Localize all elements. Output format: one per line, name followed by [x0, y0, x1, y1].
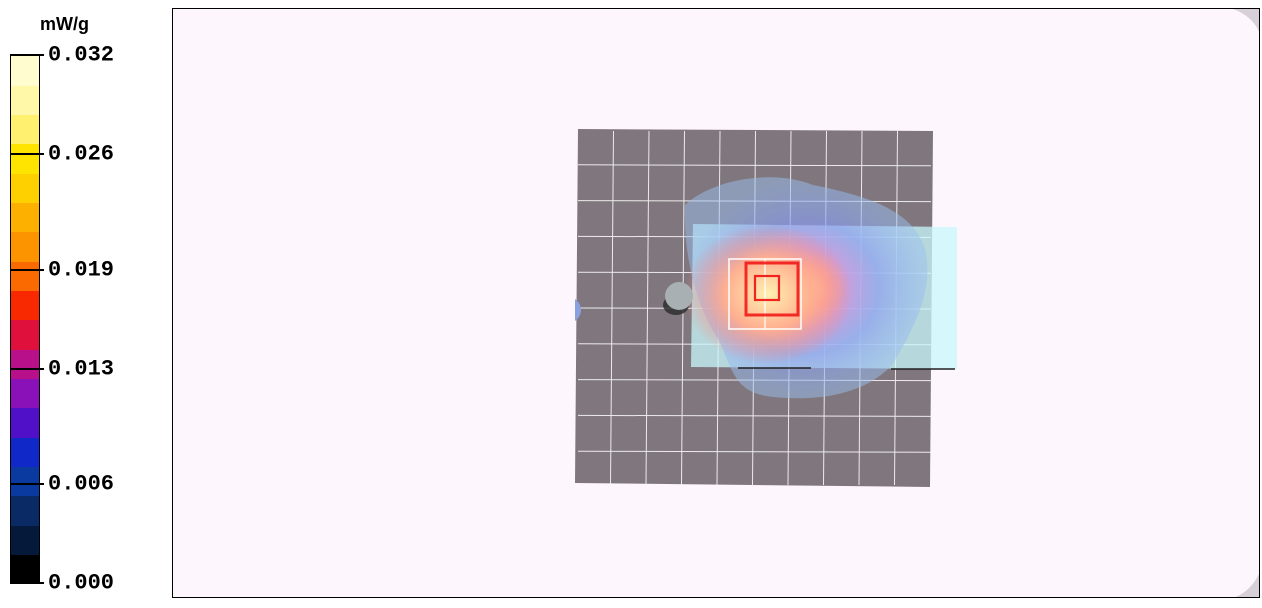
colorbar-band: [11, 378, 39, 409]
colorbar-band: [11, 496, 39, 526]
colorbar-tick-label: 0.019: [48, 257, 115, 282]
colorbar-tick-label: 0.013: [48, 356, 115, 381]
colorbar-tick-mark: [10, 268, 44, 271]
frame-corner-shade-top: [1233, 9, 1259, 32]
colorbar-tick-label: 0.006: [48, 471, 115, 497]
colorbar-band: [11, 349, 39, 380]
colorbar-band: [11, 144, 39, 174]
sar-hotspot-glow: [683, 224, 853, 364]
unit-label: mW/g: [40, 14, 89, 34]
colorbar-tick-mark: [10, 54, 44, 56]
colorbar-band: [11, 320, 39, 350]
colorbar-tick-label: 0.026: [48, 141, 115, 167]
colorbar-band: [11, 114, 39, 145]
colorbar-band: [11, 261, 39, 292]
colorbar-legend: mW/g 0.032 0.026 0.019 0.013 0.006 0.000: [0, 0, 160, 608]
peak-marker-outer: [744, 261, 800, 317]
colorbar-band: [11, 173, 39, 204]
colorbar-band: [11, 437, 39, 468]
colorbar-band: [11, 466, 39, 497]
colorbar-band: [11, 525, 39, 556]
colorbar-band: [11, 290, 39, 321]
colorbar-band: [11, 554, 39, 582]
colorbar-band: [11, 85, 39, 116]
colorbar-tick-mark: [10, 153, 44, 155]
colorbar-band: [11, 408, 39, 438]
grid-line-horizontal: [577, 164, 932, 167]
colorbar-tick-label: 0.000: [48, 570, 115, 596]
colorbar-band: [11, 202, 39, 233]
frame-corner-shade-bottom: [1235, 573, 1259, 597]
reference-point-sphere: [665, 282, 693, 310]
colorbar-tick-mark: [10, 483, 44, 485]
colorbar-band: [11, 56, 39, 86]
colorbar: [10, 55, 40, 583]
sar-plot-area: [172, 8, 1260, 598]
colorbar-tick-label: 0.032: [48, 42, 115, 68]
colorbar-band: [11, 232, 39, 262]
edge-spot: [575, 299, 581, 321]
sar-scan-view: [575, 9, 1259, 597]
colorbar-tick-mark: [10, 367, 44, 370]
grid-line-horizontal: [577, 450, 932, 453]
colorbar-tick-mark: [10, 582, 44, 584]
peak-marker-inner: [753, 274, 781, 302]
grid-line-horizontal: [577, 414, 932, 417]
